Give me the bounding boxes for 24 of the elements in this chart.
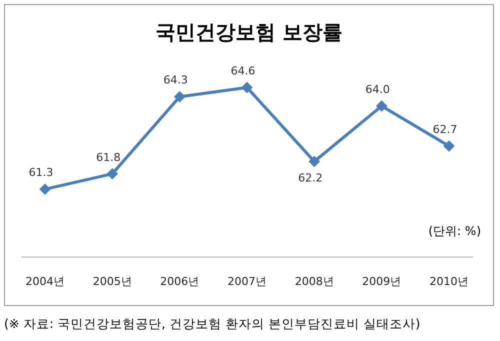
data-label: 64.6 (230, 64, 256, 78)
x-tick-label: 2008년 (294, 274, 334, 288)
chart-title: 국민건강보험 보장률 (154, 19, 344, 46)
x-tick-label: 2009년 (362, 274, 402, 288)
text: (단위: %) (428, 223, 481, 240)
data-label: 62.7 (432, 123, 458, 136)
x-tick-label: 2006년 (160, 274, 200, 288)
data-label: 61.8 (96, 150, 121, 164)
point (444, 140, 454, 152)
x-tick-label: 2004년 (26, 274, 64, 288)
point (376, 100, 388, 112)
x-tick-label: 2005년 (92, 274, 132, 288)
point (174, 91, 186, 102)
point (106, 168, 118, 180)
point (308, 156, 320, 167)
x-tick-label: 2010년 (430, 274, 468, 288)
text: (※ 자료: 국민건강보험공단, 건강보험 환자의 본인부담진료비 실태조사) (4, 316, 420, 333)
data-label: 64.0 (365, 82, 390, 96)
data-label: 64.3 (163, 74, 188, 87)
data-label: 61.3 (28, 166, 54, 180)
data-label: 62.2 (298, 171, 323, 184)
point (242, 82, 252, 93)
point (40, 184, 50, 195)
x-tick-label: 2007년 (228, 274, 266, 288)
